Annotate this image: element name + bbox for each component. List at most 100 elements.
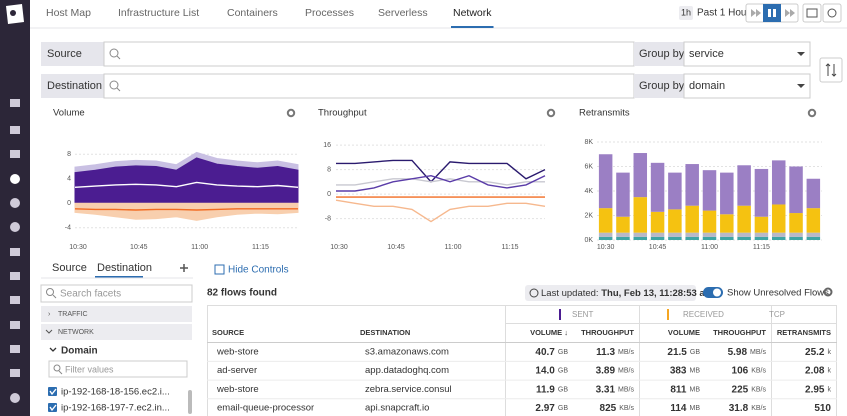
nav-tab[interactable]: Containers bbox=[227, 7, 278, 19]
group-by-box bbox=[634, 42, 684, 66]
group-by-label: Group by bbox=[639, 80, 685, 92]
bar-segment bbox=[702, 170, 717, 211]
cell[interactable]: zebra.service.consul bbox=[365, 384, 452, 395]
y-tick-label: 8 bbox=[67, 151, 71, 158]
bar-segment bbox=[789, 213, 803, 233]
filter-label-box bbox=[41, 42, 104, 66]
chart-settings[interactable] bbox=[286, 108, 296, 118]
facet-value[interactable]: ip-192-168-18-156.ec2.i... bbox=[61, 387, 170, 398]
time-range[interactable]: Past 1 Hour bbox=[697, 8, 750, 19]
swap-button[interactable] bbox=[819, 57, 843, 83]
bar-segment bbox=[789, 166, 803, 214]
bar-segment bbox=[806, 208, 821, 233]
nav-tab[interactable]: Processes bbox=[305, 7, 354, 19]
search-input[interactable] bbox=[103, 73, 635, 99]
group-by-select[interactable] bbox=[683, 73, 811, 99]
bar-segment bbox=[633, 153, 648, 198]
facet-value[interactable]: ip-192-168-197-7.ec2.in... bbox=[61, 403, 170, 414]
bar-segment bbox=[633, 236, 648, 240]
group-by-select[interactable] bbox=[683, 41, 811, 67]
line bbox=[74, 208, 298, 211]
cell-value: 510 bbox=[814, 403, 831, 414]
hide-controls[interactable]: Hide Controls bbox=[228, 265, 289, 276]
bar-segment bbox=[633, 232, 648, 237]
bar-segment bbox=[668, 209, 682, 233]
refresh-button[interactable] bbox=[822, 3, 842, 23]
bar-segment bbox=[598, 232, 613, 237]
cell[interactable]: email-queue-processor bbox=[217, 403, 314, 414]
area bbox=[74, 157, 299, 204]
sidebar-icons[interactable] bbox=[10, 99, 20, 403]
cell-unit: k bbox=[828, 386, 832, 393]
cell-value: 825 bbox=[600, 403, 617, 414]
bar-segment bbox=[633, 197, 648, 233]
bar-segment bbox=[720, 232, 734, 237]
bar-segment bbox=[685, 205, 699, 233]
bar-segment bbox=[754, 168, 769, 217]
cell[interactable]: web-store bbox=[216, 384, 259, 395]
cell[interactable]: s3.amazonaws.com bbox=[365, 347, 449, 358]
cell[interactable]: ad-server bbox=[217, 365, 257, 376]
chart-settings[interactable] bbox=[807, 108, 817, 118]
cell[interactable]: app.datadoghq.com bbox=[365, 365, 449, 376]
y-tick-label: 8K bbox=[584, 139, 593, 146]
checkbox[interactable] bbox=[48, 387, 57, 396]
line bbox=[335, 199, 546, 223]
column-header[interactable]: VOLUME bbox=[668, 328, 700, 337]
x-tick-label: 11:15 bbox=[502, 244, 519, 251]
cell[interactable]: api.snapcraft.io bbox=[365, 403, 429, 414]
chart-title: Throughput bbox=[318, 108, 367, 119]
column-group: RECEIVED bbox=[683, 310, 724, 319]
y-tick-label: 0 bbox=[67, 200, 71, 207]
column-header: SOURCE bbox=[212, 328, 244, 337]
search-icon bbox=[109, 80, 119, 90]
facet-section-label: NETWORK bbox=[58, 329, 94, 336]
filter-placeholder: Filter values bbox=[65, 364, 114, 374]
facet-tab[interactable]: Destination bbox=[97, 262, 152, 274]
x-tick-label: 10:45 bbox=[130, 244, 148, 251]
add-facet[interactable] bbox=[180, 264, 188, 272]
facet-tab[interactable]: Source bbox=[52, 262, 87, 274]
facet-section[interactable] bbox=[41, 306, 192, 322]
bar-segment bbox=[737, 205, 751, 233]
group-by-value: service bbox=[689, 48, 724, 60]
nav-tab[interactable]: Host Map bbox=[46, 7, 91, 19]
bar-segment bbox=[702, 232, 717, 237]
checkbox[interactable] bbox=[48, 403, 57, 412]
nav-tab[interactable]: Serverless bbox=[378, 7, 428, 19]
cell-unit: MB bbox=[690, 368, 701, 375]
cell[interactable]: web-store bbox=[216, 347, 259, 358]
y-tick-label: 16 bbox=[323, 142, 331, 149]
facet-search[interactable] bbox=[40, 284, 193, 303]
search-input[interactable] bbox=[103, 41, 635, 67]
cell: 3.89 MB/s bbox=[596, 365, 635, 376]
chart-title: Retransmits bbox=[579, 108, 630, 119]
calendar-button[interactable] bbox=[802, 3, 822, 23]
column-header[interactable]: RETRANSMITS bbox=[777, 328, 831, 337]
cell: 11.9 GB bbox=[536, 384, 568, 395]
cell: 106 KB/s bbox=[732, 365, 767, 376]
nav-tab[interactable]: Network bbox=[453, 7, 492, 19]
nav-tab[interactable]: Infrastructure List bbox=[118, 7, 199, 19]
column-header[interactable]: THROUGHPUT bbox=[581, 328, 634, 337]
filter-values[interactable] bbox=[48, 360, 188, 378]
bar-segment bbox=[737, 232, 751, 237]
x-tick-label: 11:15 bbox=[753, 244, 770, 251]
y-tick-label: 8 bbox=[327, 166, 331, 173]
settings-icon[interactable] bbox=[823, 287, 833, 297]
bar-segment bbox=[598, 236, 613, 240]
facet-name[interactable]: Domain bbox=[61, 346, 98, 357]
search-icon bbox=[109, 48, 119, 58]
cell-value: 3.31 bbox=[596, 384, 616, 395]
bar-segment bbox=[737, 236, 751, 240]
cell-value: 11.3 bbox=[596, 347, 615, 358]
chart-settings[interactable] bbox=[546, 108, 556, 118]
facet-section[interactable] bbox=[41, 324, 192, 340]
bar-segment bbox=[598, 154, 613, 209]
column-header[interactable]: THROUGHPUT bbox=[713, 328, 766, 337]
cell-value: 383 bbox=[670, 365, 687, 376]
pause-button[interactable] bbox=[763, 4, 781, 22]
column-header[interactable]: VOLUME ↓ bbox=[530, 328, 568, 337]
column-group: TCP bbox=[769, 310, 785, 319]
bar-segment bbox=[616, 216, 630, 233]
